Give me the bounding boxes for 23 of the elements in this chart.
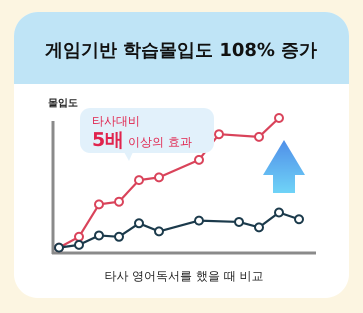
chart-title: 게임기반 학습몰입도 108% 증가 <box>44 40 318 61</box>
point <box>74 240 84 250</box>
point <box>274 208 284 218</box>
point <box>114 232 124 242</box>
point <box>94 199 104 210</box>
annotation: 타사대비 5배 이상의 효과 <box>92 114 192 151</box>
point <box>194 216 204 226</box>
x-axis-title: 타사 영어독서를 했을 때 비교 <box>104 269 264 283</box>
point <box>94 230 104 240</box>
point <box>234 216 244 227</box>
point <box>254 222 264 232</box>
point <box>294 214 304 224</box>
point <box>254 132 264 142</box>
point <box>114 196 124 207</box>
point <box>134 218 144 228</box>
point <box>74 232 84 242</box>
point <box>154 172 164 182</box>
y-axis-title: 몰입도 <box>48 98 78 109</box>
point <box>274 113 284 123</box>
point <box>154 226 164 236</box>
point <box>194 154 204 165</box>
point <box>214 129 224 140</box>
point <box>134 175 144 186</box>
